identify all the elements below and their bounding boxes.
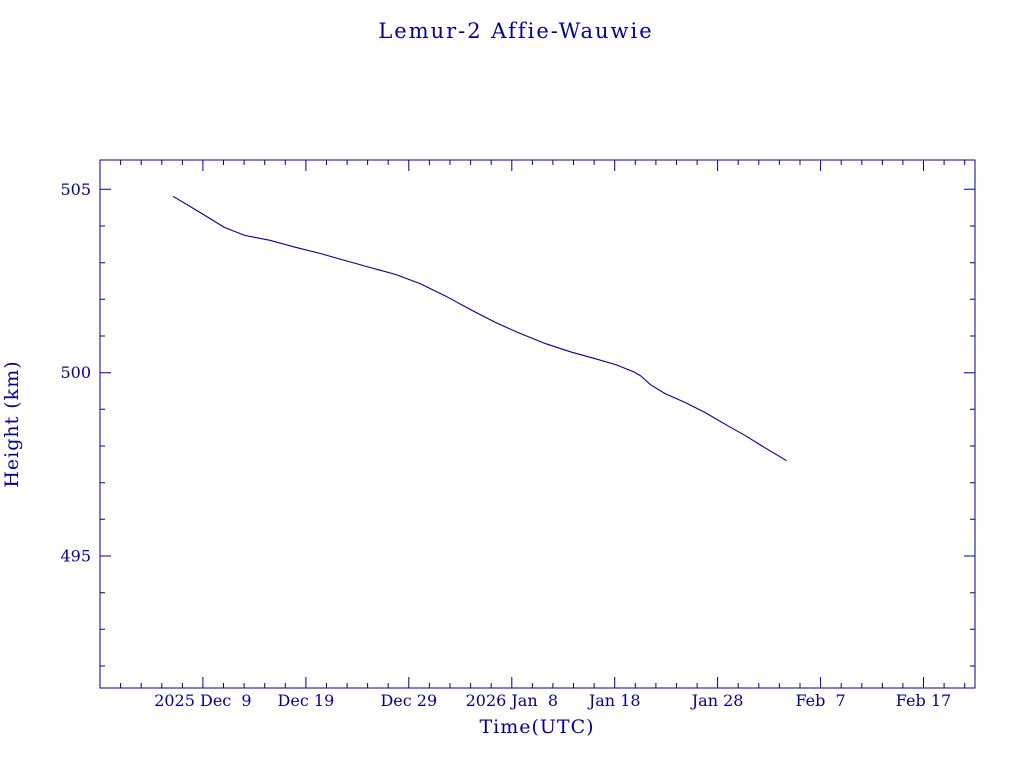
y-tick-label: 495: [60, 547, 91, 566]
x-axis-label: Time(UTC): [479, 716, 594, 738]
height-line: [172, 195, 787, 462]
plot-border: [99, 159, 976, 689]
x-tick-label: Jan 18: [587, 691, 641, 710]
x-tick-label: Jan 28: [690, 691, 744, 710]
x-tick-label: Feb 7: [795, 691, 845, 710]
x-tick-label: 2025 Dec 9: [154, 691, 251, 710]
x-tick-label: Feb 17: [896, 691, 951, 710]
chart-title: Lemur-2 Affie-Wauwie: [378, 19, 653, 43]
x-tick-label: Dec 19: [278, 691, 335, 710]
y-tick-label: 505: [60, 180, 91, 199]
x-tick-label: 2026 Jan 8: [466, 691, 558, 710]
x-tick-label: Dec 29: [380, 691, 437, 710]
y-axis-label: Height (km): [1, 360, 23, 487]
plot-area: 2025 Dec 9 Dec 19 Dec 29 2026 Jan 8 Jan 18 Ja…: [60, 159, 976, 710]
axis-ticks: [100, 160, 975, 688]
y-tick-label: 500: [60, 363, 91, 382]
